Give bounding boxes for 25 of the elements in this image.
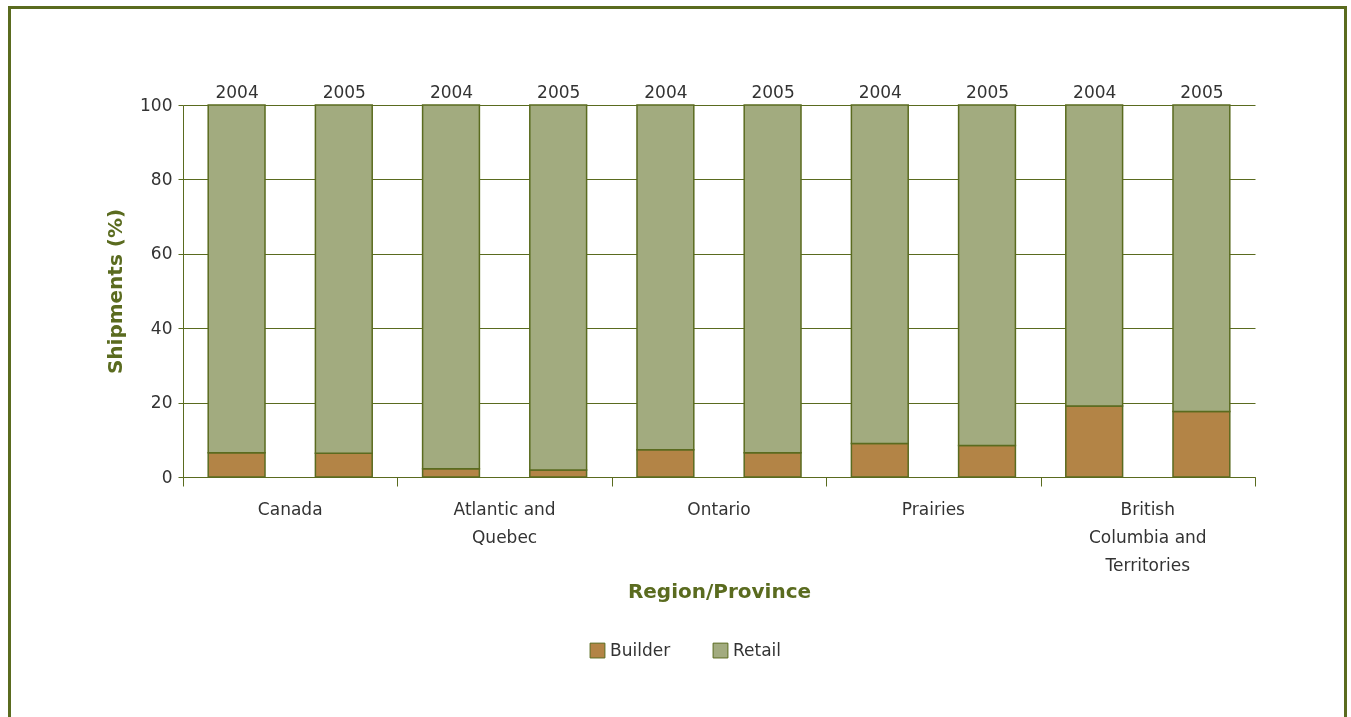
legend-label: Builder [610,639,671,660]
y-tick-label: 0 [161,466,173,487]
x-tick-label: 2005 [965,81,1010,102]
x-axis-title: Region/Province [627,579,812,603]
x-tick-label: 2004 [429,81,474,102]
text: British Columbia and Territories [1088,499,1207,575]
x-tick-label: 2005 [1180,81,1224,102]
y-tick-label: 20 [150,392,173,413]
x-tick-label: 2004 [215,81,259,102]
y-tick-label: 60 [150,243,173,264]
text: Prairies [901,499,966,519]
x-tick-label: 2004 [858,81,902,102]
text: Ontario [687,499,751,519]
text: Canada [257,499,323,519]
legend-label: Retail [733,639,782,660]
y-axis-title: Shipments (%) [103,208,128,375]
x-tick-label: 2005 [751,81,795,102]
y-tick-label: 100 [140,94,173,115]
x-tick-label: 2005 [537,81,581,102]
x-tick-label: 2004 [1073,81,1117,102]
text: Atlantic and Quebec [453,499,556,547]
y-tick-label: 40 [150,317,173,338]
x-tick-label: 2005 [322,81,366,102]
x-tick-label: 2004 [644,81,688,102]
y-tick-label: 80 [150,168,173,189]
